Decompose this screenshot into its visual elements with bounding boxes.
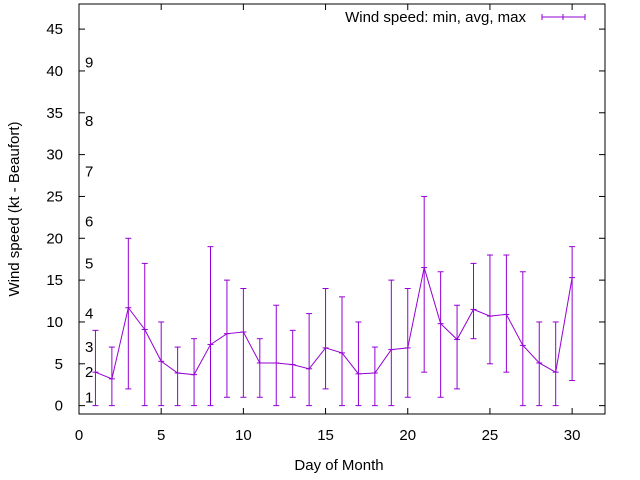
- error-bar: [470, 262, 477, 340]
- y-axis-label: Wind speed (kt - Beaufort): [6, 121, 23, 296]
- error-bar: [158, 321, 165, 407]
- error-bar: [355, 321, 362, 407]
- error-bar: [322, 287, 329, 390]
- beaufort-label: 8: [85, 113, 93, 130]
- error-bar: [223, 279, 230, 398]
- error-bar: [273, 304, 280, 407]
- error-bar: [339, 296, 345, 407]
- beaufort-label: 1: [85, 389, 93, 406]
- x-tick-label: 30: [564, 427, 581, 444]
- beaufort-label: 2: [85, 364, 93, 381]
- error-bar: [404, 287, 411, 398]
- beaufort-scale-labels: 1 2 3 4 5 6 7 8 9: [85, 55, 93, 407]
- error-bar: [486, 254, 493, 365]
- y-tick-label: 30: [46, 147, 63, 164]
- legend-sample: [541, 14, 586, 20]
- legend: Wind speed: min, avg, max: [345, 9, 586, 26]
- avg-series-line: [95, 267, 573, 380]
- error-bar: [519, 271, 526, 407]
- error-bar: [174, 346, 181, 407]
- error-bar: [191, 338, 198, 407]
- y-tick-label: 10: [46, 314, 63, 331]
- y-tick-label: 20: [46, 230, 63, 247]
- error-bar: [388, 279, 395, 407]
- x-tick-label: 15: [317, 427, 334, 444]
- y-tick-label: 15: [46, 272, 63, 289]
- beaufort-label: 4: [85, 306, 93, 323]
- x-tick-label: 10: [235, 427, 252, 444]
- error-bar: [289, 329, 296, 398]
- error-bars: [92, 195, 576, 407]
- error-bar: [421, 195, 428, 373]
- x-tick-label: 5: [157, 427, 165, 444]
- error-bar: [108, 346, 115, 407]
- beaufort-label: 9: [85, 55, 93, 72]
- error-bar: [552, 321, 559, 407]
- y-tick-label: 40: [46, 63, 63, 80]
- error-bar: [92, 329, 99, 407]
- error-bar: [240, 287, 247, 398]
- x-tick-label: 0: [75, 427, 83, 444]
- y-tick-label: 45: [46, 21, 63, 38]
- error-bar: [454, 304, 461, 390]
- beaufort-label: 6: [85, 214, 93, 231]
- beaufort-label: 7: [85, 163, 93, 180]
- error-bar: [503, 254, 510, 373]
- y-tick-label: 0: [55, 398, 63, 415]
- beaufort-label: 5: [85, 255, 93, 272]
- x-tick-label: 25: [482, 427, 499, 444]
- x-axis-label: Day of Month: [294, 457, 383, 474]
- y-tick-label: 25: [46, 188, 63, 205]
- error-bar: [256, 338, 263, 398]
- beaufort-label: 3: [85, 339, 93, 356]
- error-bar: [306, 313, 313, 407]
- y-tick-label: 35: [46, 105, 63, 122]
- error-bar: [437, 271, 444, 398]
- legend-label: Wind speed: min, avg, max: [345, 9, 526, 26]
- error-bar: [569, 246, 576, 382]
- y-tick-label: 5: [55, 356, 63, 373]
- error-bar: [371, 346, 378, 407]
- plot-frame: [78, 3, 606, 415]
- error-bar: [207, 246, 214, 407]
- x-axis-ticks: 0 5 10 15 20 25 30: [75, 4, 581, 444]
- x-tick-label: 20: [399, 427, 416, 444]
- error-bar: [125, 237, 132, 390]
